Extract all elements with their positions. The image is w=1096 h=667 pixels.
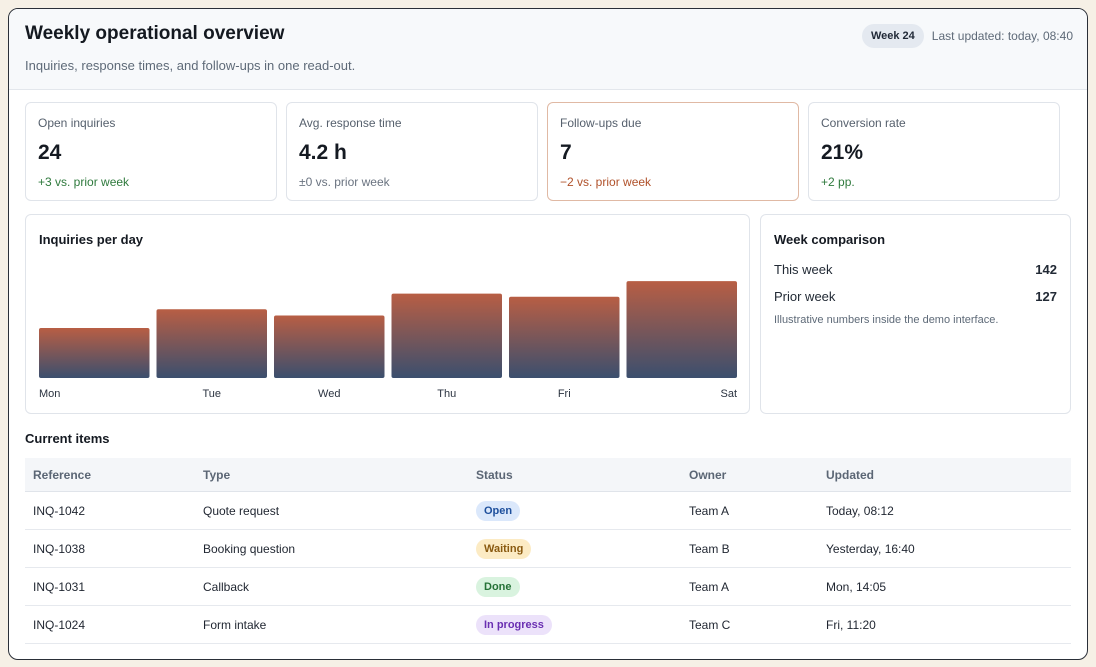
kpi-card-avg-response-time: Avg. response time 4.2 h ±0 vs. prior we… xyxy=(286,102,538,201)
cell-owner: Team A xyxy=(689,503,730,518)
bar-fri xyxy=(509,296,620,378)
kpi-card-open-inquiries: Open inquiries 24 +3 vs. prior week xyxy=(25,102,277,201)
status-cell: Waiting xyxy=(476,530,532,567)
cell-owner: Team A xyxy=(689,579,730,594)
this-week-value: 142 xyxy=(1035,262,1057,277)
x-tick-label: Sat xyxy=(720,388,737,400)
status-cell: Done xyxy=(476,568,520,605)
cell-updated: Fri, 11:20 xyxy=(826,617,876,632)
kpi-label: Follow-ups due xyxy=(560,116,642,130)
cell-updated: Yesterday, 16:40 xyxy=(826,541,915,556)
x-tick-label: Thu xyxy=(437,388,456,400)
kpi-value: 24 xyxy=(38,141,62,164)
table-header: Reference Type Status Owner Updated xyxy=(25,458,1071,492)
bar-tue xyxy=(156,309,267,378)
kpi-label: Avg. response time xyxy=(299,116,402,130)
app-window: Weekly operational overview Inquiries, r… xyxy=(8,8,1088,660)
comparison-note: Illustrative numbers inside the demo int… xyxy=(774,314,999,326)
kpi-delta: ±0 vs. prior week xyxy=(299,175,390,189)
bar-sat xyxy=(626,281,737,378)
last-updated-text: Last updated: today, 08:40 xyxy=(931,29,1073,43)
page-title: Weekly operational overview xyxy=(25,23,285,44)
prior-week-label: Prior week xyxy=(774,289,836,304)
comparison-title: Week comparison xyxy=(774,232,886,247)
status-cell: In progress xyxy=(476,606,552,643)
kpi-delta: +3 vs. prior week xyxy=(38,175,130,189)
kpi-delta: −2 vs. prior week xyxy=(560,175,652,189)
kpi-delta: +2 pp. xyxy=(821,175,855,189)
cell-type: Quote request xyxy=(203,503,280,518)
header-meta: Week 24 Last updated: today, 08:40 xyxy=(861,24,1073,48)
prior-week-value: 127 xyxy=(1035,289,1057,304)
column-header-status[interactable]: Status xyxy=(476,467,513,482)
kpi-row: Open inquiries 24 +3 vs. prior week Avg.… xyxy=(25,102,1060,201)
cell-type: Booking question xyxy=(203,541,296,556)
week-comparison-card: Week comparison This week 142 Prior week… xyxy=(760,214,1071,414)
this-week-label: This week xyxy=(774,262,833,277)
cell-owner: Team C xyxy=(689,617,731,632)
this-week-row: This week 142 xyxy=(774,262,1057,277)
inquiries-chart-card: Mon Tue Wed Thu Fri Sat Inquiries per day xyxy=(25,214,750,414)
week-badge: Week 24 xyxy=(861,24,924,48)
kpi-card-conversion-rate: Conversion rate 21% +2 pp. xyxy=(808,102,1060,201)
cell-reference: INQ-1024 xyxy=(33,617,86,632)
column-header-type[interactable]: Type xyxy=(203,467,231,482)
kpi-card-follow-ups-due: Follow-ups due 7 −2 vs. prior week xyxy=(547,102,799,201)
status-badge: Open xyxy=(476,500,521,521)
bar-thu xyxy=(391,293,502,378)
x-tick-label: Tue xyxy=(202,388,221,400)
kpi-label: Open inquiries xyxy=(38,116,116,130)
kpi-value: 21% xyxy=(821,141,864,164)
cell-type: Form intake xyxy=(203,617,267,632)
cell-updated: Mon, 14:05 xyxy=(826,579,887,594)
bar-wed xyxy=(274,315,385,378)
status-badge: Done xyxy=(476,576,520,597)
table-row[interactable]: INQ-1038 Booking question Waiting Team B… xyxy=(25,530,1071,568)
x-tick-label: Fri xyxy=(558,388,571,400)
x-tick-label: Wed xyxy=(318,388,340,400)
page-header: Weekly operational overview Inquiries, r… xyxy=(9,9,1087,90)
cell-updated: Today, 08:12 xyxy=(826,503,894,518)
column-header-reference[interactable]: Reference xyxy=(33,467,92,482)
cell-reference: INQ-1031 xyxy=(33,579,86,594)
cell-reference: INQ-1038 xyxy=(33,541,86,556)
cell-reference: INQ-1042 xyxy=(33,503,86,518)
items-table: Reference Type Status Owner Updated INQ-… xyxy=(25,458,1071,644)
status-badge: Waiting xyxy=(476,538,532,559)
column-header-updated[interactable]: Updated xyxy=(826,467,874,482)
current-items-title: Current items xyxy=(25,431,110,446)
kpi-value: 7 xyxy=(560,141,572,164)
chart-title: Inquiries per day xyxy=(39,232,144,247)
cell-type: Callback xyxy=(203,579,250,594)
table-row[interactable]: INQ-1042 Quote request Open Team A Today… xyxy=(25,492,1071,530)
kpi-label: Conversion rate xyxy=(821,116,906,130)
kpi-value: 4.2 h xyxy=(299,141,347,164)
column-header-owner[interactable]: Owner xyxy=(689,467,727,482)
inquiries-bar-chart: Mon Tue Wed Thu Fri Sat xyxy=(39,281,737,400)
table-row[interactable]: INQ-1024 Form intake In progress Team C … xyxy=(25,606,1071,644)
cell-owner: Team B xyxy=(689,541,730,556)
bar-mon xyxy=(39,328,150,378)
table-row[interactable]: INQ-1031 Callback Done Team A Mon, 14:05 xyxy=(25,568,1071,606)
page-subtitle: Inquiries, response times, and follow-up… xyxy=(25,58,356,73)
x-tick-label: Mon xyxy=(39,388,60,400)
prior-week-row: Prior week 127 xyxy=(774,289,1057,304)
status-cell: Open xyxy=(476,492,521,529)
status-badge: In progress xyxy=(476,614,552,635)
